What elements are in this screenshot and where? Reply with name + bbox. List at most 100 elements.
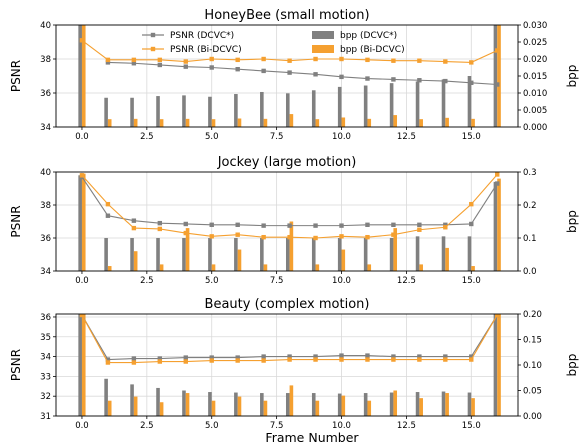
bar-bi-dcvc-13 (419, 119, 423, 127)
marker-bi-dcvc-7 (261, 56, 266, 62)
bar-dcvc-2 (130, 384, 134, 416)
marker-dcvc-13 (417, 222, 422, 227)
marker-bi-dcvc-8 (287, 357, 292, 362)
bar-dcvc-9 (311, 90, 316, 127)
bar-dcvc-1 (104, 378, 108, 416)
marker-bi-dcvc-1 (105, 57, 111, 63)
marker-bi-dcvc-4 (183, 59, 188, 64)
y-tick-label-left: 33 (40, 372, 51, 382)
bar-dcvc-14 (441, 391, 446, 416)
bar-bi-dcvc-15 (471, 398, 475, 416)
marker-dcvc-12 (417, 78, 422, 83)
bar-bi-dcvc-16 (497, 314, 501, 416)
y-tick-label-left: 36 (40, 313, 51, 323)
marker-dcvc-3 (183, 64, 188, 69)
x-tick-label: 15.0 (462, 276, 481, 286)
bar-dcvc-6 (234, 94, 238, 127)
chart-title: HoneyBee (small motion) (204, 8, 369, 23)
marker-dcvc-5 (235, 67, 240, 72)
y-tick-label-right: 0.10 (523, 361, 542, 371)
marker-bi-dcvc-1 (105, 201, 111, 207)
marker-bi-dcvc-6 (235, 358, 240, 363)
marker-dcvc-13 (443, 78, 448, 84)
bar-dcvc-8 (285, 393, 290, 416)
bar-dcvc-13 (415, 236, 420, 271)
bar-bi-dcvc-1 (107, 400, 112, 416)
bar-dcvc-10 (337, 238, 342, 271)
marker-dcvc-14 (469, 80, 474, 85)
bar-bi-dcvc-13 (419, 398, 423, 416)
marker-dcvc-5 (209, 222, 214, 227)
y-tick-label-right: 0.030 (523, 21, 547, 31)
x-tick-label: 0.0 (75, 421, 89, 431)
marker-dcvc-1 (105, 357, 111, 362)
bar-dcvc-6 (234, 392, 238, 416)
marker-dcvc-16 (495, 181, 500, 186)
marker-bi-dcvc-10 (339, 234, 344, 239)
y-tick-label-right: 0.005 (523, 106, 547, 116)
marker-dcvc-11 (365, 222, 370, 227)
marker-dcvc-12 (391, 354, 396, 359)
bar-dcvc-8 (285, 238, 290, 271)
marker-bi-dcvc-2 (131, 225, 137, 231)
bar-dcvc-16 (493, 25, 498, 127)
marker-dcvc-7 (287, 70, 292, 75)
marker-dcvc-6 (261, 68, 266, 74)
y-tick-label-right: 0.05 (523, 387, 542, 397)
x-tick-label: 7.5 (270, 421, 284, 431)
marker-bi-dcvc-11 (365, 234, 370, 240)
bar-dcvc-12 (389, 83, 394, 127)
bar-bi-dcvc-2 (133, 251, 138, 271)
bar-bi-dcvc-9 (315, 264, 320, 271)
bar-dcvc-15 (467, 236, 472, 271)
bar-dcvc-14 (441, 79, 446, 127)
bar-dcvc-3 (156, 96, 160, 127)
legend-entry-label: PSNR (DCVC*) (170, 31, 234, 41)
bar-dcvc-8 (285, 93, 290, 127)
marker-bi-dcvc-16 (495, 48, 500, 53)
bar-dcvc-14 (441, 236, 446, 271)
x-tick-label: 10.0 (332, 421, 351, 431)
bar-bi-dcvc-5 (211, 264, 216, 271)
bar-bi-dcvc-6 (237, 118, 242, 127)
bar-bi-dcvc-7 (263, 400, 268, 416)
marker-dcvc-15 (495, 82, 500, 87)
x-tick-label: 2.5 (140, 421, 154, 431)
bar-dcvc-4 (182, 95, 186, 127)
marker-bi-dcvc-8 (287, 234, 292, 240)
marker-bi-dcvc-1 (105, 360, 111, 365)
marker-dcvc-0 (105, 60, 111, 65)
bar-dcvc-16 (493, 314, 498, 416)
marker-bi-dcvc-11 (365, 357, 370, 362)
bar-bi-dcvc-8 (289, 221, 294, 271)
chart-panel-2: 0.0 2.5 5.0 7.5 10.0 12.5 15.0 31 32 33 34 35 36 0.00… (9, 297, 579, 431)
bar-dcvc-1 (104, 238, 108, 271)
bar-bi-dcvc-6 (237, 396, 242, 416)
legend: PSNR (DCVC*) PSNR (Bi-DCVC) bpp (DCVC*) bpp… (142, 31, 405, 55)
marker-dcvc-13 (417, 354, 422, 359)
x-tick-label: 2.5 (140, 276, 154, 286)
chart-panel-1: 0.0 2.5 5.0 7.5 10.0 12.5 15.0 34 36 38 40 0.0 0.1 0.… (9, 155, 579, 286)
bar-dcvc-10 (337, 393, 342, 416)
marker-bi-dcvc-0 (79, 173, 85, 178)
marker-dcvc-4 (183, 221, 188, 227)
bar-bi-dcvc-3 (159, 402, 164, 416)
marker-bi-dcvc-8 (287, 58, 292, 63)
y-tick-label-left: 38 (40, 55, 51, 65)
bar-bi-dcvc-8 (289, 385, 294, 416)
marker-bi-dcvc-4 (183, 230, 188, 236)
y-axis-label-left: PSNR (9, 205, 23, 237)
x-tick-label: 15.0 (462, 132, 481, 142)
bar-bi-dcvc-7 (263, 264, 268, 271)
bar-bi-dcvc-11 (367, 400, 372, 416)
marker-dcvc-4 (183, 355, 188, 360)
marker-bi-dcvc-12 (391, 357, 396, 362)
marker-bi-dcvc-15 (469, 357, 474, 362)
marker-bi-dcvc-12 (391, 232, 396, 237)
bar-bi-dcvc-9 (315, 119, 320, 127)
y-tick-label-right: 0.3 (523, 168, 537, 178)
marker-dcvc-9 (313, 223, 318, 228)
marker-bi-dcvc-6 (235, 57, 240, 63)
marker-bi-dcvc-5 (209, 56, 214, 62)
plot-area (78, 25, 501, 127)
